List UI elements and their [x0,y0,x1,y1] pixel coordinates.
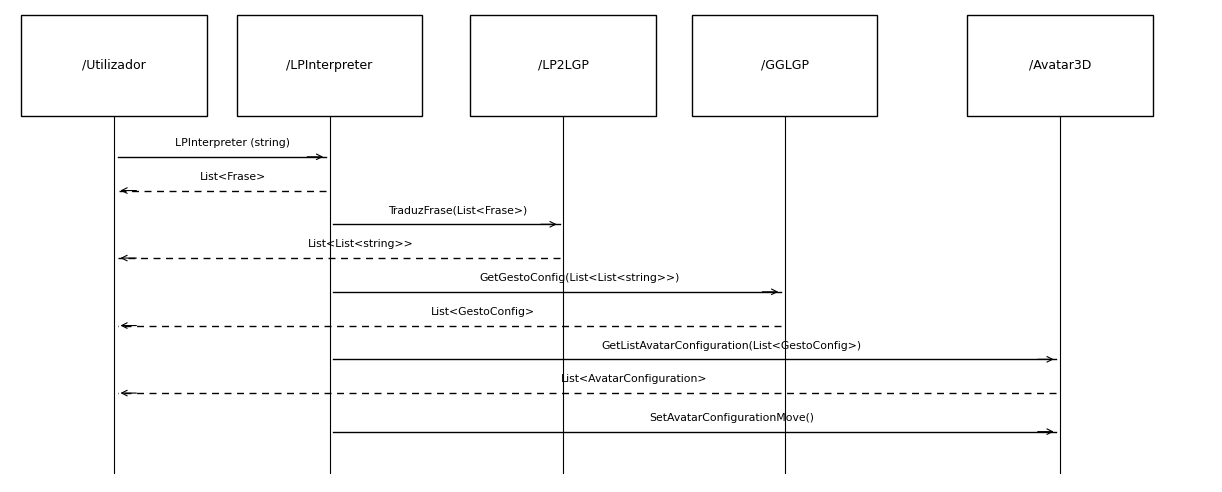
Bar [692,15,877,116]
Text: List<AvatarConfiguration>: List<AvatarConfiguration> [561,374,708,384]
Text: /LP2LGP: /LP2LGP [538,59,589,72]
Bar [470,15,656,116]
Bar [21,15,207,116]
Text: /GGLGP: /GGLGP [760,59,809,72]
Text: List<GestoConfig>: List<GestoConfig> [431,307,535,317]
Text: /Utilizador: /Utilizador [82,59,145,72]
Text: GetGestoConfig(List<List<string>>): GetGestoConfig(List<List<string>>) [480,273,681,283]
Text: TraduzFrase(List<Frase>): TraduzFrase(List<Frase>) [389,206,528,215]
Text: LPInterpreter (string): LPInterpreter (string) [175,138,290,148]
Text: /Avatar3D: /Avatar3D [1029,59,1091,72]
Bar [968,15,1152,116]
Text: GetListAvatarConfiguration(List<GestoConfig>): GetListAvatarConfiguration(List<GestoCon… [601,340,862,351]
Text: List<Frase>: List<Frase> [199,172,265,182]
Bar [237,15,423,116]
Text: /LPInterpreter: /LPInterpreter [286,59,373,72]
Text: List<List<string>>: List<List<string>> [308,240,414,249]
Text: SetAvatarConfigurationMove(): SetAvatarConfigurationMove() [649,413,814,423]
